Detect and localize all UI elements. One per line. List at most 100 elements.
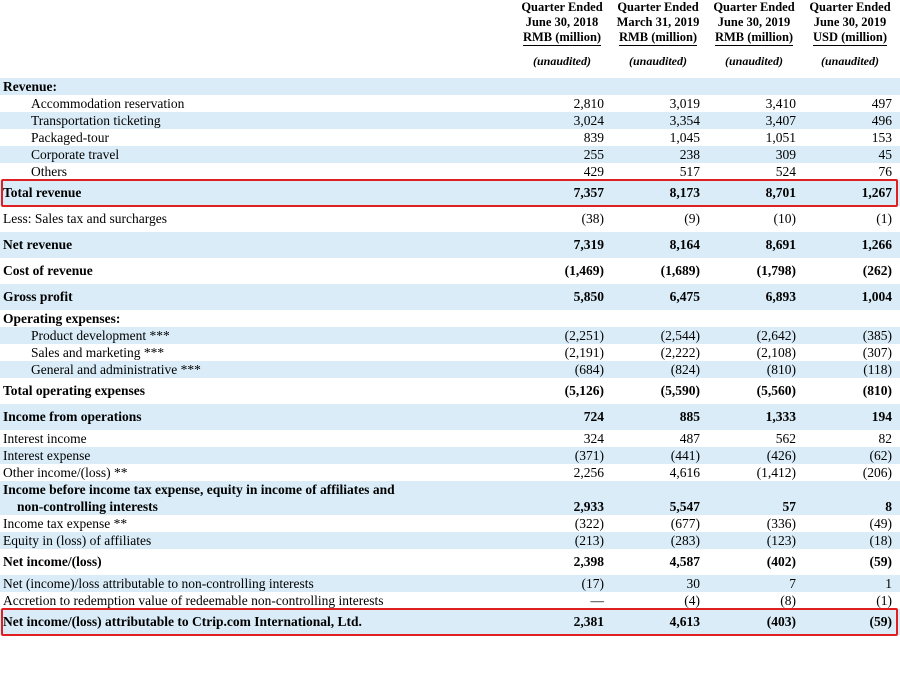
table-row: Transportation ticketing 3,024 3,354 3,407 4… [0, 112, 900, 129]
value-cell: 309 [775, 147, 796, 162]
row-label: Total operating expenses [3, 378, 145, 404]
value-cell: 4,587 [669, 554, 700, 569]
table-row: Accretion to redemption value of redeema… [0, 592, 900, 609]
row-label-text: Sales and marketing *** [31, 345, 165, 360]
column-header: Quarter Ended June 30, 2019 USD (million… [802, 0, 898, 69]
row-label-text: Others [31, 164, 67, 179]
row-label-text: Interest income [3, 431, 87, 446]
table-row: General and administrative *** (684) (824)… [0, 361, 900, 378]
value-cell: (283) [670, 533, 700, 548]
value-cell: (2,251) [564, 328, 604, 343]
value-cell: (1,469) [564, 263, 604, 278]
value-cell: 517 [679, 164, 700, 179]
value-cell: (1,798) [756, 263, 796, 278]
unaudited-note: (unaudited) [724, 54, 783, 68]
value-cell: (206) [862, 465, 892, 480]
value-cell: 3,024 [573, 113, 604, 128]
row-label-text: Transportation ticketing [31, 113, 161, 128]
row-label-text: Equity in (loss) of affiliates [3, 533, 152, 548]
row-label-text: Income before income tax expense, equity… [3, 482, 395, 497]
row-label: Accretion to redemption value of redeema… [3, 592, 384, 609]
value-cell: 8,701 [765, 185, 796, 200]
row-label-text: Total revenue [3, 185, 82, 200]
value-cell: 3,019 [669, 96, 700, 111]
value-cell: (426) [766, 448, 796, 463]
row-label: Income before income tax expense, equity… [3, 481, 395, 515]
header-currency: RMB (million) [618, 30, 698, 46]
value-cell: (1) [876, 211, 892, 226]
value-cell: (322) [574, 516, 604, 531]
table-row: Total operating expenses (5,126) (5,590) (5… [0, 378, 900, 404]
row-label-text: Income tax expense ** [3, 516, 128, 531]
row-label-text: Accommodation reservation [31, 96, 185, 111]
column-headers: Quarter Ended June 30, 2018 RMB (million… [0, 0, 900, 76]
table-row: Packaged-tour 839 1,045 1,051 153 [0, 129, 900, 146]
value-cell: 82 [878, 431, 893, 446]
table-row: Income before income tax expense, equity… [0, 481, 900, 515]
table-row: Equity in (loss) of affiliates (213) (283)… [0, 532, 900, 549]
value-cell: 839 [583, 130, 604, 145]
value-cell: 8,164 [669, 237, 700, 252]
value-cell: 497 [871, 96, 892, 111]
row-label-text: Packaged-tour [31, 130, 109, 145]
table-row: Operating expenses: [0, 310, 900, 327]
value-cell: (49) [869, 516, 893, 531]
value-cell: 1,266 [861, 237, 892, 252]
value-cell: (810) [862, 383, 892, 398]
value-cell: (262) [862, 263, 892, 278]
row-label: Packaged-tour [31, 129, 109, 146]
value-cell: (18) [869, 533, 893, 548]
row-label: Net revenue [3, 232, 72, 258]
value-cell: 7,357 [573, 185, 604, 200]
value-cell: 496 [871, 113, 892, 128]
value-cell: (307) [862, 345, 892, 360]
table-row: Product development *** (2,251) (2,544) (2,… [0, 327, 900, 344]
row-label-text: General and administrative *** [31, 362, 201, 377]
value-cell: (5,590) [660, 383, 700, 398]
header-currency: RMB (million) [522, 30, 602, 46]
table-row: Income from operations 724 885 1,333 194 [0, 404, 900, 430]
value-cell: (59) [869, 614, 893, 629]
value-cell: (1,689) [660, 263, 700, 278]
header-line: Quarter Ended [521, 0, 603, 14]
table-row: Net revenue 7,319 8,164 8,691 1,266 [0, 232, 900, 258]
row-label: General and administrative *** [31, 361, 201, 378]
value-cell: 1,045 [669, 130, 700, 145]
value-cell: 562 [775, 431, 796, 446]
table-row: Total revenue 7,357 8,173 8,701 1,267 [0, 180, 900, 206]
value-cell: 255 [583, 147, 604, 162]
table-row: Income tax expense ** (322) (677) (336) (49) [0, 515, 900, 532]
header-line: Quarter Ended [809, 0, 891, 14]
row-label: Gross profit [3, 284, 73, 310]
value-cell: (2,642) [756, 328, 796, 343]
row-label: Other income/(loss) ** [3, 464, 127, 481]
table-row: Interest income 324 487 562 82 [0, 430, 900, 447]
header-line: June 30, 2019 [813, 15, 887, 29]
column-header: Quarter Ended June 30, 2018 RMB (million… [514, 0, 610, 69]
value-cell: (17) [581, 576, 605, 591]
table-row: Accommodation reservation 2,810 3,019 3,410… [0, 95, 900, 112]
row-label-text: Total operating expenses [3, 383, 146, 398]
value-cell: (213) [574, 533, 604, 548]
value-cell: 30 [686, 576, 701, 591]
value-cell: (824) [670, 362, 700, 377]
value-cell: 2,381 [573, 614, 604, 629]
value-cell: 6,475 [669, 289, 700, 304]
table-row: Cost of revenue (1,469) (1,689) (1,798) (262… [0, 258, 900, 284]
value-cell: (402) [766, 554, 796, 569]
row-label: Operating expenses: [3, 310, 120, 327]
value-cell: 7,319 [573, 237, 604, 252]
row-label: Net income/(loss) attributable to Ctrip.… [3, 609, 362, 635]
value-cell: (5,126) [564, 383, 604, 398]
table-row: Less: Sales tax and surcharges (38) (9) (10… [0, 206, 900, 232]
value-cell: 3,410 [765, 96, 796, 111]
column-header: Quarter Ended June 30, 2019 RMB (million… [706, 0, 802, 69]
value-cell: (1) [876, 593, 892, 608]
table-row: Corporate travel 255 238 309 45 [0, 146, 900, 163]
row-label: Interest income [3, 430, 87, 447]
table-row: Net income/(loss) 2,398 4,587 (402) (59) [0, 549, 900, 575]
value-cell: (123) [766, 533, 796, 548]
row-label-text: Income from operations [3, 409, 142, 424]
table-row: Other income/(loss) ** 2,256 4,616 (1,412) (… [0, 464, 900, 481]
value-cell: 4,616 [669, 465, 700, 480]
